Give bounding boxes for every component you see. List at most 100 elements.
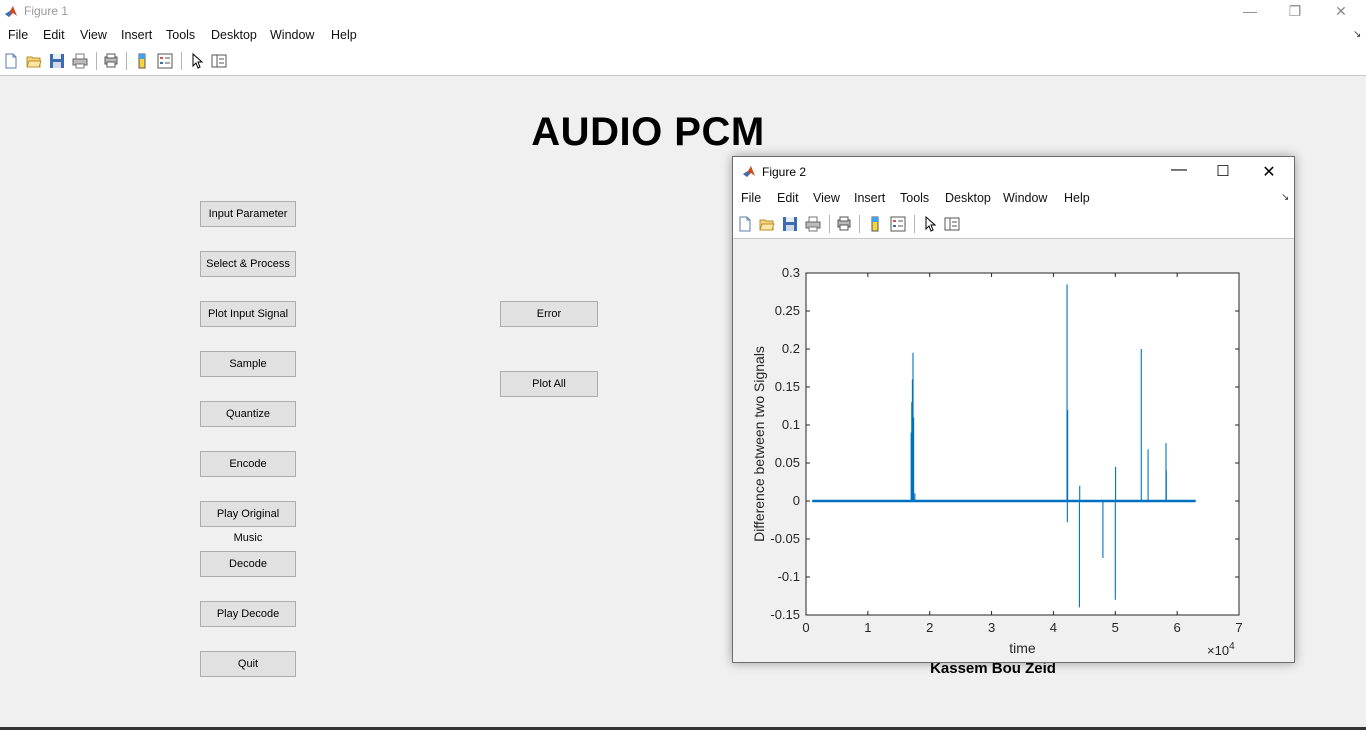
toolbar-separator bbox=[829, 215, 830, 233]
gui-title: AUDIO PCM bbox=[531, 110, 765, 154]
y-tick-label: -0.05 bbox=[770, 531, 800, 546]
x-tick-label: 7 bbox=[1235, 620, 1242, 635]
menu-window[interactable]: Window bbox=[1003, 191, 1048, 205]
figure2-close-button[interactable]: ✕ bbox=[1262, 164, 1276, 181]
menu-view[interactable]: View bbox=[813, 191, 840, 205]
figure2-minimize-button[interactable]: — bbox=[1171, 161, 1187, 178]
decode-button[interactable]: Decode bbox=[200, 551, 296, 577]
menu-help[interactable]: Help bbox=[331, 28, 357, 42]
figure2-window[interactable]: Figure 2 — ☐ ✕ File Edit View Insert Too… bbox=[732, 156, 1295, 663]
figure1-titlebar: Figure 1 — ❐ ✕ bbox=[0, 0, 1366, 24]
figure1-toolbar bbox=[0, 48, 1366, 76]
toolbar-separator bbox=[914, 215, 915, 233]
pointer-icon[interactable] bbox=[189, 53, 205, 69]
print-icon[interactable] bbox=[805, 216, 821, 232]
select-process-button[interactable]: Select & Process bbox=[200, 251, 296, 277]
y-tick-label: 0.05 bbox=[775, 455, 800, 470]
save-icon[interactable] bbox=[782, 216, 798, 232]
close-button[interactable]: ✕ bbox=[1335, 3, 1347, 19]
x-exponent-label: ×104 bbox=[1207, 641, 1235, 658]
print-icon[interactable] bbox=[72, 53, 88, 69]
plot-canvas[interactable]: 0 1 2 3 4 5 6 7 -0.15 -0.1 -0.05 0 0.05 0.1 0.15 0.2 0.2… bbox=[733, 239, 1294, 661]
encode-button[interactable]: Encode bbox=[200, 451, 296, 477]
save-icon[interactable] bbox=[49, 53, 65, 69]
y-axis-label: Difference between two Signals bbox=[751, 346, 767, 542]
print-preview-icon[interactable] bbox=[103, 53, 119, 69]
taskbar-edge bbox=[0, 727, 1366, 730]
author-label: Kassem Bou Zeid bbox=[930, 660, 1056, 677]
open-file-icon[interactable] bbox=[26, 53, 42, 69]
tick-labels: 0 1 2 3 4 5 6 7 -0.15 -0.1 -0.05 0 0.05 0.1 0.15 0.2 0.2… bbox=[770, 265, 1242, 635]
error-button[interactable]: Error bbox=[500, 301, 598, 327]
figure2-menubar: File Edit View Insert Tools Desktop Wind… bbox=[733, 187, 1294, 211]
legend-icon[interactable] bbox=[157, 53, 173, 69]
y-tick-label: 0.25 bbox=[775, 303, 800, 318]
menu-file[interactable]: File bbox=[8, 28, 29, 42]
quit-button[interactable]: Quit bbox=[200, 651, 296, 677]
plot-all-button[interactable]: Plot All bbox=[500, 371, 598, 397]
input-parameter-button[interactable]: Input Parameter bbox=[200, 201, 296, 227]
dock-arrow-icon[interactable]: ↘ bbox=[1281, 192, 1290, 203]
menu-file[interactable]: File bbox=[741, 191, 762, 205]
matlab-logo-icon bbox=[5, 6, 17, 17]
menu-desktop[interactable]: Desktop bbox=[211, 28, 257, 42]
play-original-music-button[interactable]: Play Original Music bbox=[200, 501, 296, 544]
menu-insert[interactable]: Insert bbox=[121, 28, 153, 42]
menu-view[interactable]: View bbox=[80, 28, 107, 42]
toolbar-separator bbox=[181, 52, 182, 70]
open-file-icon[interactable] bbox=[759, 216, 775, 232]
matlab-logo-icon bbox=[743, 166, 755, 177]
colorbar-icon[interactable] bbox=[867, 216, 883, 232]
play-decode-button[interactable]: Play Decode bbox=[200, 601, 296, 627]
x-tick-label: 6 bbox=[1174, 620, 1181, 635]
y-tick-label: 0.1 bbox=[782, 417, 800, 432]
x-tick-label: 3 bbox=[988, 620, 995, 635]
y-tick-label: -0.15 bbox=[770, 607, 800, 622]
figure2-title: Figure 2 bbox=[762, 165, 807, 179]
property-editor-icon[interactable] bbox=[944, 216, 960, 232]
quantize-button[interactable]: Quantize bbox=[200, 401, 296, 427]
new-figure-icon[interactable] bbox=[3, 53, 19, 69]
figure2-titlebar[interactable]: Figure 2 — ☐ ✕ bbox=[733, 157, 1294, 187]
menu-edit[interactable]: Edit bbox=[777, 191, 799, 205]
plot-input-signal-button[interactable]: Plot Input Signal bbox=[200, 301, 296, 327]
property-editor-icon[interactable] bbox=[211, 53, 227, 69]
menu-tools[interactable]: Tools bbox=[900, 191, 930, 205]
legend-icon[interactable] bbox=[890, 216, 906, 232]
x-tick-label: 5 bbox=[1112, 620, 1119, 635]
figure1-menubar: File Edit View Insert Tools Desktop Wind… bbox=[0, 24, 1366, 48]
dock-arrow-icon[interactable]: ↘ bbox=[1353, 29, 1362, 40]
axes-box bbox=[805, 272, 1240, 616]
y-tick-label: 0.2 bbox=[782, 341, 800, 356]
y-tick-label: 0.3 bbox=[782, 265, 800, 280]
new-figure-icon[interactable] bbox=[737, 216, 753, 232]
window-title: Figure 1 bbox=[24, 4, 69, 18]
toolbar-separator bbox=[126, 52, 127, 70]
toolbar-separator bbox=[859, 215, 860, 233]
x-tick-label: 1 bbox=[864, 620, 871, 635]
restore-button[interactable]: ❐ bbox=[1288, 3, 1302, 19]
x-tick-label: 2 bbox=[926, 620, 933, 635]
data-series bbox=[812, 284, 1196, 608]
x-tick-label: 0 bbox=[802, 620, 809, 635]
y-tick-label: 0 bbox=[793, 493, 800, 508]
menu-window[interactable]: Window bbox=[270, 28, 315, 42]
menu-edit[interactable]: Edit bbox=[43, 28, 65, 42]
menu-help[interactable]: Help bbox=[1064, 191, 1090, 205]
y-tick-label: 0.15 bbox=[775, 379, 800, 394]
sample-button[interactable]: Sample bbox=[200, 351, 296, 377]
print-preview-icon[interactable] bbox=[836, 216, 852, 232]
axes-area[interactable] bbox=[806, 273, 1239, 615]
figure2-maximize-button[interactable]: ☐ bbox=[1216, 163, 1230, 180]
pointer-icon[interactable] bbox=[922, 216, 938, 232]
menu-tools[interactable]: Tools bbox=[166, 28, 196, 42]
menu-insert[interactable]: Insert bbox=[854, 191, 886, 205]
minimize-button[interactable]: — bbox=[1243, 3, 1257, 19]
y-tick-label: -0.1 bbox=[778, 569, 800, 584]
menu-desktop[interactable]: Desktop bbox=[945, 191, 991, 205]
colorbar-icon[interactable] bbox=[134, 53, 150, 69]
figure2-toolbar bbox=[733, 211, 1294, 239]
x-tick-label: 4 bbox=[1050, 620, 1057, 635]
x-axis-label: time bbox=[1009, 640, 1036, 656]
toolbar-separator bbox=[96, 52, 97, 70]
